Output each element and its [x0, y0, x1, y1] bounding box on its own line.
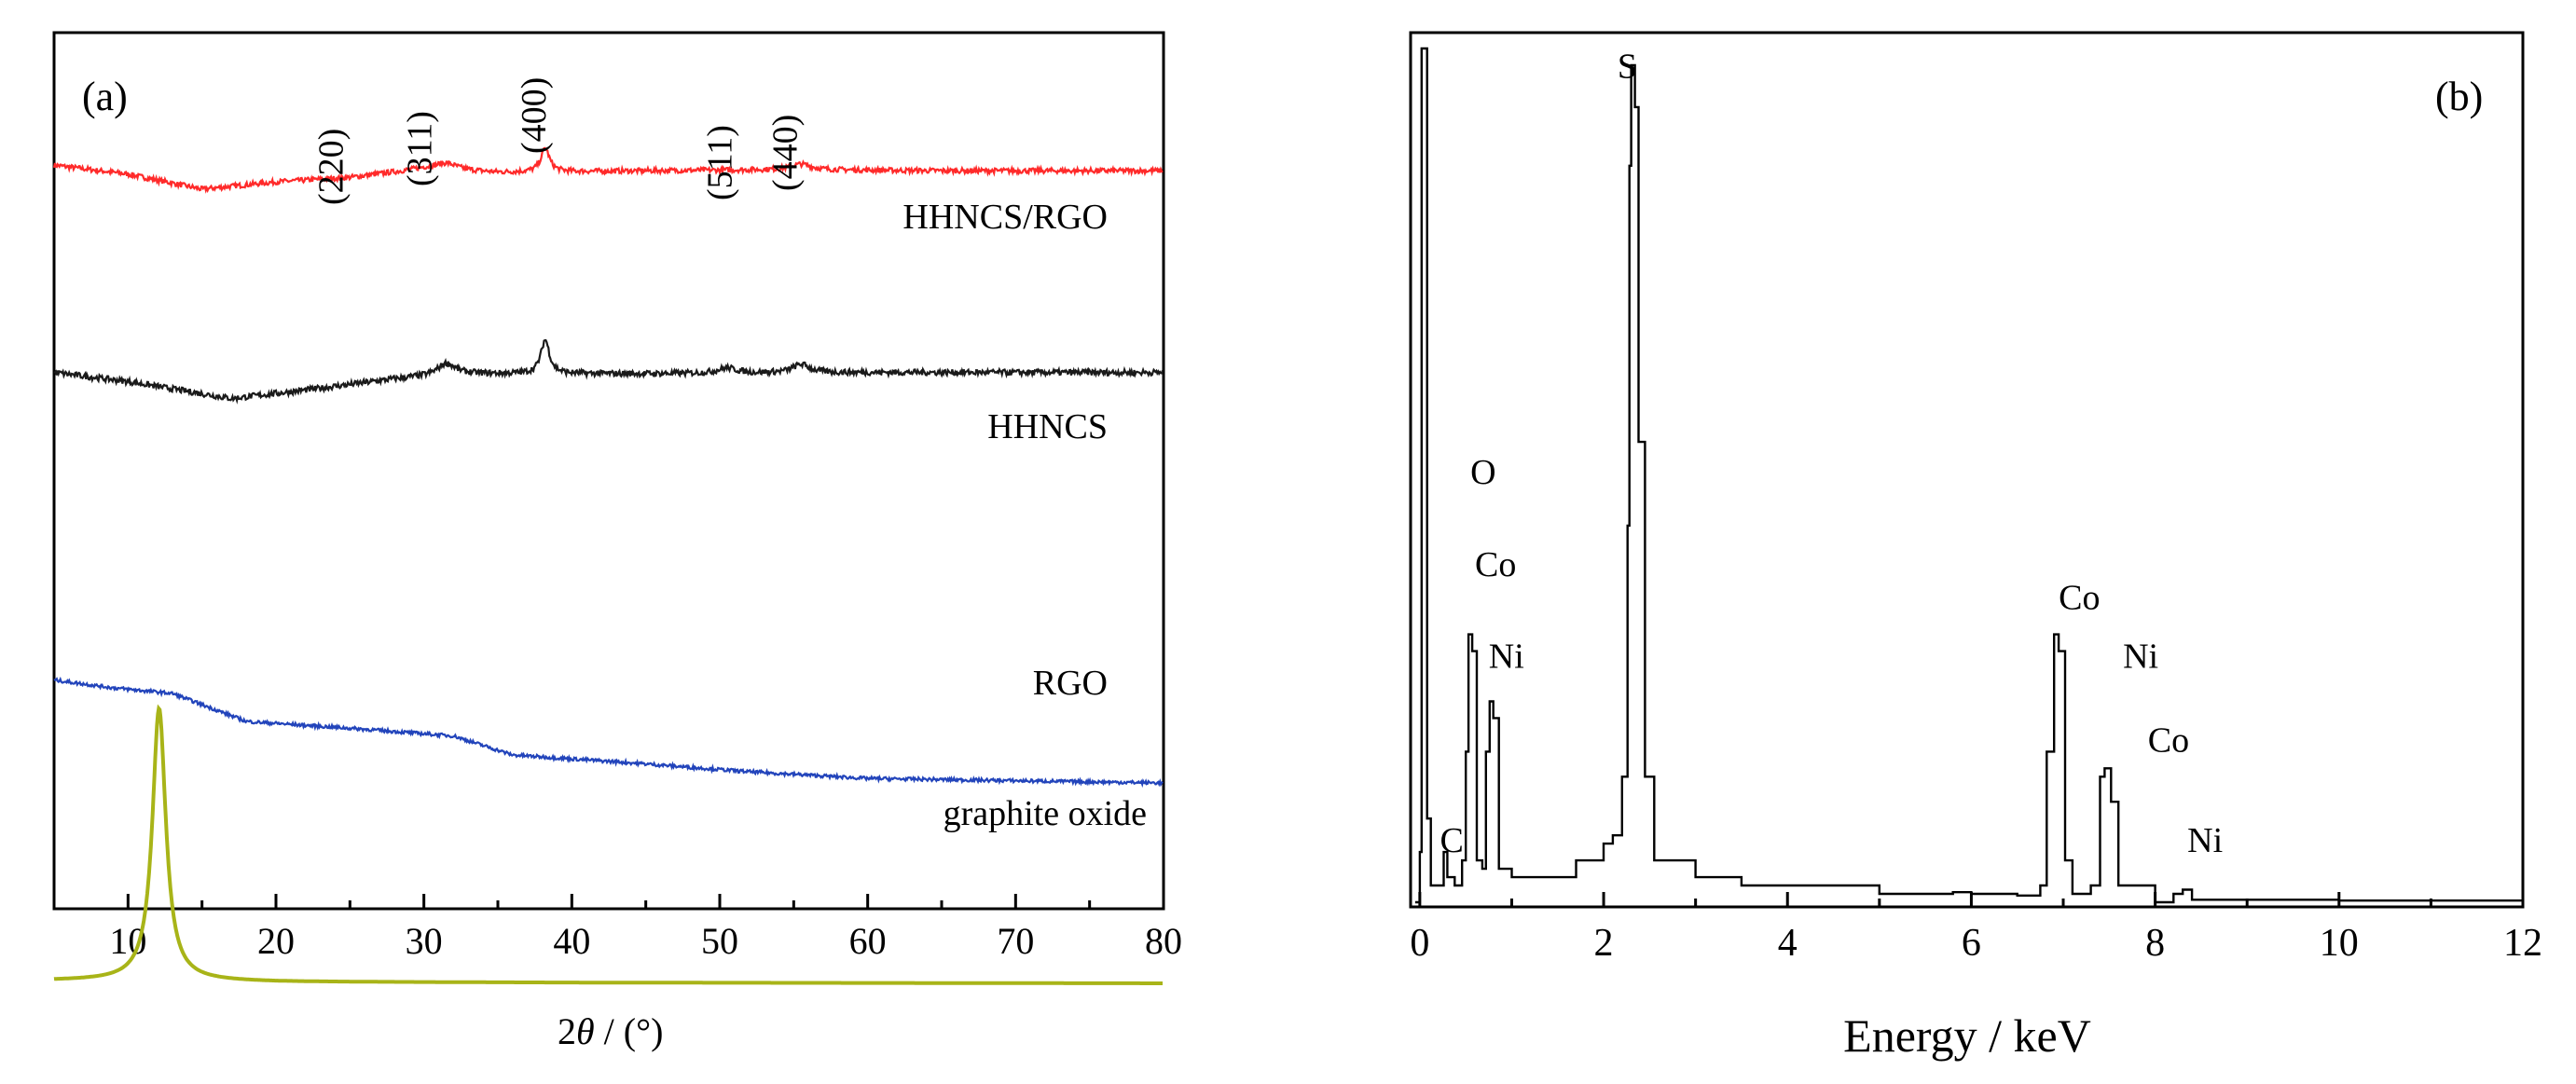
series-line-graphite-oxide: [53, 704, 1163, 985]
panel-a-label: (a): [82, 74, 128, 119]
panel-b-x-tick-label-4: 8: [2145, 922, 2165, 965]
panel-b-x-axis-title: Energy / keV: [1843, 1009, 2091, 1062]
series-label-0: HHNCS/RGO: [902, 198, 1108, 237]
element-label-6: Ni: [2123, 638, 2158, 677]
peak-label-1: (311): [401, 111, 440, 186]
panel-a-x-tick-label-1: 20: [257, 920, 295, 962]
panel-b-x-tick-label-1: 2: [1594, 922, 1614, 965]
element-label-3: Ni: [1489, 638, 1524, 677]
panel-a-x-tick-label-4: 50: [701, 920, 738, 962]
peak-label-0: (220): [311, 129, 351, 205]
series-label-3: graphite oxide: [944, 794, 1147, 833]
element-label-7: Co: [2148, 720, 2189, 760]
series-label-2: RGO: [1033, 664, 1108, 703]
panel-b-x-tick-label-2: 4: [1778, 922, 1798, 965]
panel-a-series: [52, 146, 1164, 985]
panel-b-x-ticks: 0 2 4 6 8 10 12: [1410, 892, 2542, 965]
peak-label-2: (400): [515, 77, 554, 154]
panel-a-x-axis-title: 2θ / (°): [558, 1010, 663, 1052]
panel-b-x-tick-label-3: 6: [1962, 922, 1981, 965]
element-label-5: Co: [2059, 579, 2100, 618]
panel-a-x-axis-title-suffix: / (°): [595, 1010, 664, 1052]
panel-a-x-tick-label-6: 70: [997, 920, 1034, 962]
panel-a: 10 20 30 40 50 60 70 80 (220) (311) (400)(511) (44…: [52, 31, 1182, 1052]
panel-a-x-axis-title-symbol: θ: [576, 1010, 595, 1052]
panel-b-frame: [1409, 31, 2525, 909]
panel-a-series-labels: HHNCS/RGO HHNCS RGO graphite oxide: [902, 198, 1147, 833]
panel-a-x-tick-label-5: 60: [849, 920, 887, 962]
eds-spectrum-line: [1414, 47, 2525, 904]
panel-b-series: [1414, 47, 2525, 904]
panel-a-peak-labels: (220) (311) (400) (511) (440): [311, 77, 805, 205]
peak-label-4: (440): [766, 115, 806, 191]
panel-a-frame: [52, 31, 1165, 911]
panel-b-element-labels: S O Co Ni C Co Ni Co Ni: [1440, 47, 2224, 860]
panel-a-x-tick-label-2: 30: [406, 920, 443, 962]
element-label-8: Ni: [2187, 821, 2223, 860]
element-label-0: S: [1618, 47, 1637, 86]
panel-a-x-ticks: 10 20 30 40 50 60 70 80: [109, 894, 1182, 962]
element-label-4: C: [1440, 821, 1464, 860]
panel-b-label: (b): [2435, 74, 2483, 119]
series-line-rgo: [53, 676, 1164, 789]
peak-label-3: (511): [701, 125, 740, 200]
panel-a-x-tick-label-3: 40: [553, 920, 590, 962]
panel-a-x-tick-label-7: 80: [1145, 920, 1182, 962]
series-line-hhncs: [53, 338, 1164, 405]
series-line-hhncs-rgo: [52, 146, 1164, 194]
element-label-2: Co: [1475, 545, 1516, 584]
panel-b-x-tick-label-6: 12: [2503, 922, 2542, 965]
panel-b: 0 2 4 6 8 10 12 S O Co Ni C Co Ni Co Ni (b) Energy / k…: [1409, 31, 2542, 1062]
panel-b-x-tick-label-5: 10: [2320, 922, 2359, 965]
element-label-1: O: [1470, 453, 1495, 492]
panel-a-x-axis-title-prefix: 2: [558, 1010, 576, 1052]
panel-b-x-tick-label-0: 0: [1410, 922, 1429, 965]
series-label-1: HHNCS: [987, 407, 1108, 446]
